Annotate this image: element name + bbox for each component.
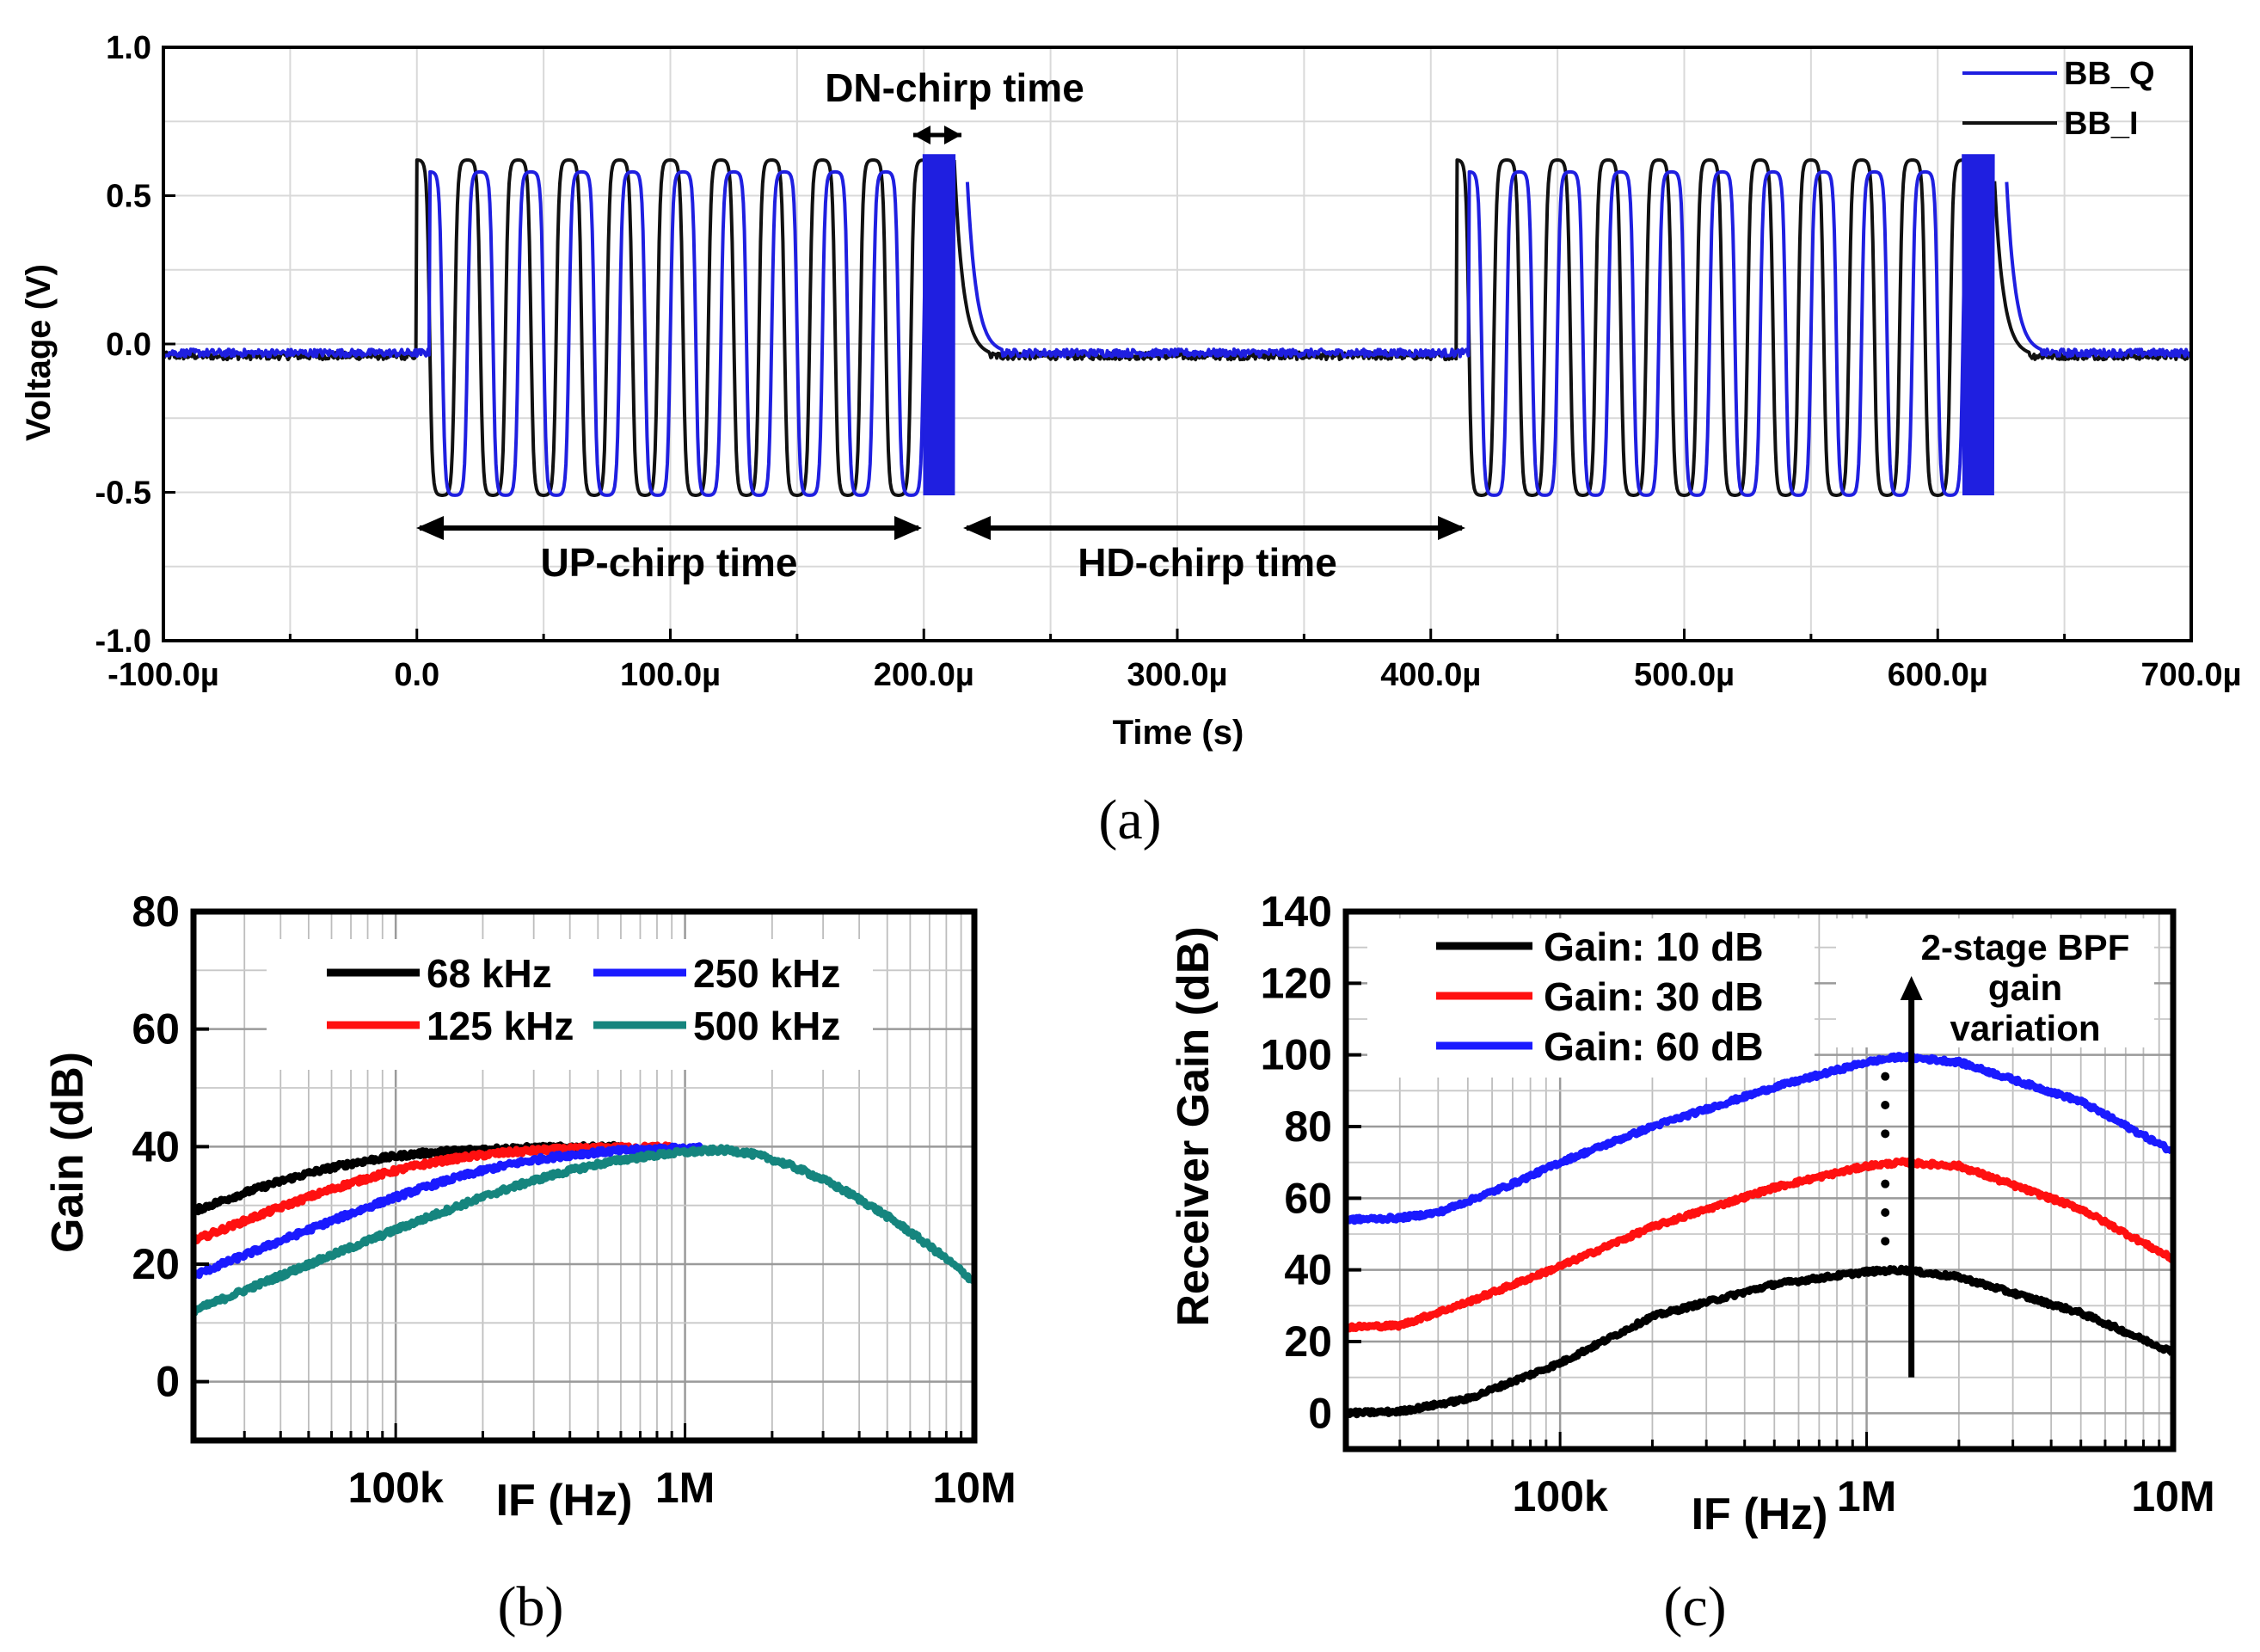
panel-c-annotation: 2-stage BPF gain variation [1921,927,2130,1048]
gain-dot [1881,1101,1890,1109]
panel-c-ylabel: Receiver Gain (dB) [1169,926,1219,1326]
panel-b-legend-box [267,939,873,1070]
series-line-250-khz [193,1142,705,1280]
y-tick-label: 0 [1308,1389,1332,1437]
gain-arrow-head [1900,976,1923,1000]
panel-c-ticks: 100k 1M 10M 0 20 40 60 80 100 120 140 [1261,887,2215,1520]
y-tick-label: 40 [132,1122,180,1170]
series-line-gain-10-db [1346,1264,2173,1419]
panel-b-legend: 68 kHz 250 kHz 125 kHz 500 kHz [327,951,840,1048]
y-tick-label: 20 [132,1240,180,1288]
x-tick-label: 600.0µ [1888,657,1988,693]
x-tick-label: 300.0µ [1127,657,1228,693]
annotation-bpf-line3: variation [1950,1008,2100,1048]
legend-label-68khz: 68 kHz [427,951,552,996]
panel-c-legend: Gain: 10 dB Gain: 30 dB Gain: 60 dB [1436,924,1764,1069]
y-tick-label: 120 [1261,959,1332,1007]
panel-a-ticks: -100.0µ 0.0 100.0µ 200.0µ 300.0µ 400.0µ 500.0µ… [95,30,2242,693]
panel-b-ylabel: Gain (dB) [43,1052,93,1253]
annotation-up-chirp-arrowhead-right [894,516,922,540]
annotation-dn-chirp-arrowhead-left [913,126,930,144]
y-tick-label: 80 [1284,1102,1332,1151]
gain-dot [1881,1208,1890,1217]
annotation-hd-chirp-arrowhead-left [963,516,991,540]
y-tick-label: 140 [1261,887,1332,936]
annotation-dn-chirp-arrowhead-right [944,126,961,144]
panel-c-gain-arrow [1881,976,1923,1378]
y-tick-label: 80 [132,887,180,936]
panel-b-ticks: 100k 1M 10M 0 20 40 60 80 [132,887,1016,1512]
y-tick-label: 40 [1284,1246,1332,1294]
series-line-gain-30-db [1346,1157,2173,1333]
y-tick-label: 20 [1284,1317,1332,1366]
legend-label-500khz: 500 kHz [693,1004,840,1048]
x-tick-label: 100k [348,1464,444,1512]
x-tick-label: 10M [2131,1472,2214,1520]
y-tick-label: 60 [1284,1174,1332,1222]
panel-a-label: (a) [1098,789,1161,851]
series-line-500-khz [193,1144,974,1317]
annotation-bpf-line1: 2-stage BPF [1921,927,2130,967]
panel-c-series [1346,1052,2173,1419]
x-tick-label: 400.0µ [1380,657,1481,693]
legend-label-250khz: 250 kHz [693,951,840,996]
y-tick-label: 60 [132,1005,180,1053]
annotation-hd-chirp-arrowhead-right [1438,516,1465,540]
annotation-bpf-line2: gain [1988,967,2062,1008]
x-tick-label: 200.0µ [874,657,974,693]
panel-b-chart: 100k 1M 10M 0 20 40 60 80 68 kHz 250 kHz 125 kH… [43,887,1016,1638]
x-tick-label: -100.0µ [107,657,219,693]
y-tick-label: 1.0 [106,30,151,66]
series-line-bb-q [163,169,2191,497]
panel-b-xlabel: IF (Hz) [496,1476,633,1526]
panel-c-chart: 100k 1M 10M 0 20 40 60 80 100 120 140 Gain: 10 dB … [1169,887,2215,1638]
y-tick-label: 0.0 [106,327,151,363]
x-tick-label: 10M [932,1464,1016,1512]
panel-a-ylabel: Voltage (V) [20,264,58,441]
gain-dot [1881,1072,1890,1081]
series-line-dn-chirp [1962,154,1995,496]
panel-a-chart: -100.0µ 0.0 100.0µ 200.0µ 300.0µ 400.0µ 500.0µ… [20,30,2242,851]
y-tick-label: 0 [156,1358,180,1406]
panel-a-legend: BB_Q BB_I [1962,56,2155,142]
panel-b-plot-frame [190,908,978,1444]
y-tick-label: 0.5 [106,179,151,215]
legend-label-gain-10db: Gain: 10 dB [1544,924,1764,969]
y-tick-label: 100 [1261,1031,1332,1079]
panel-c-label: (c) [1663,1575,1726,1638]
panel-a-xlabel: Time (s) [1113,714,1244,752]
y-tick-label: -1.0 [95,623,151,660]
legend-label-gain-60db: Gain: 60 dB [1544,1024,1764,1069]
legend-label-125khz: 125 kHz [427,1004,574,1048]
panel-b-series [193,1140,974,1317]
x-tick-label: 500.0µ [1634,657,1735,693]
legend-label-bb-q: BB_Q [2064,56,2155,92]
annotation-up-chirp-arrowhead-left [416,516,444,540]
legend-label-gain-30db: Gain: 30 dB [1544,974,1764,1019]
legend-label-bb-i: BB_I [2064,106,2139,142]
x-tick-label: 1M [655,1464,715,1512]
x-tick-label: 100.0µ [620,657,721,693]
gain-dot [1881,1129,1890,1139]
gain-dot [1881,1179,1890,1188]
series-line-gain-60-db [1346,1052,2173,1225]
gain-dot [1881,1237,1890,1246]
x-tick-label: 0.0 [394,657,439,693]
panel-c-xlabel: IF (Hz) [1692,1489,1828,1539]
annotation-up-chirp-time: UP-chirp time [540,540,797,585]
panel-a-series [163,154,2191,497]
panel-b-label: (b) [498,1575,564,1638]
y-tick-label: -0.5 [95,476,151,512]
x-tick-label: 100k [1513,1472,1608,1520]
panel-c-annotation-box [1836,918,2154,1047]
annotation-hd-chirp-time: HD-chirp time [1078,540,1337,585]
panel-c-plot-frame [1342,908,2177,1452]
series-line-dn-chirp [922,154,956,496]
x-tick-label: 1M [1837,1472,1896,1520]
x-tick-label: 700.0µ [2141,657,2242,693]
annotation-dn-chirp-time: DN-chirp time [825,65,1084,110]
